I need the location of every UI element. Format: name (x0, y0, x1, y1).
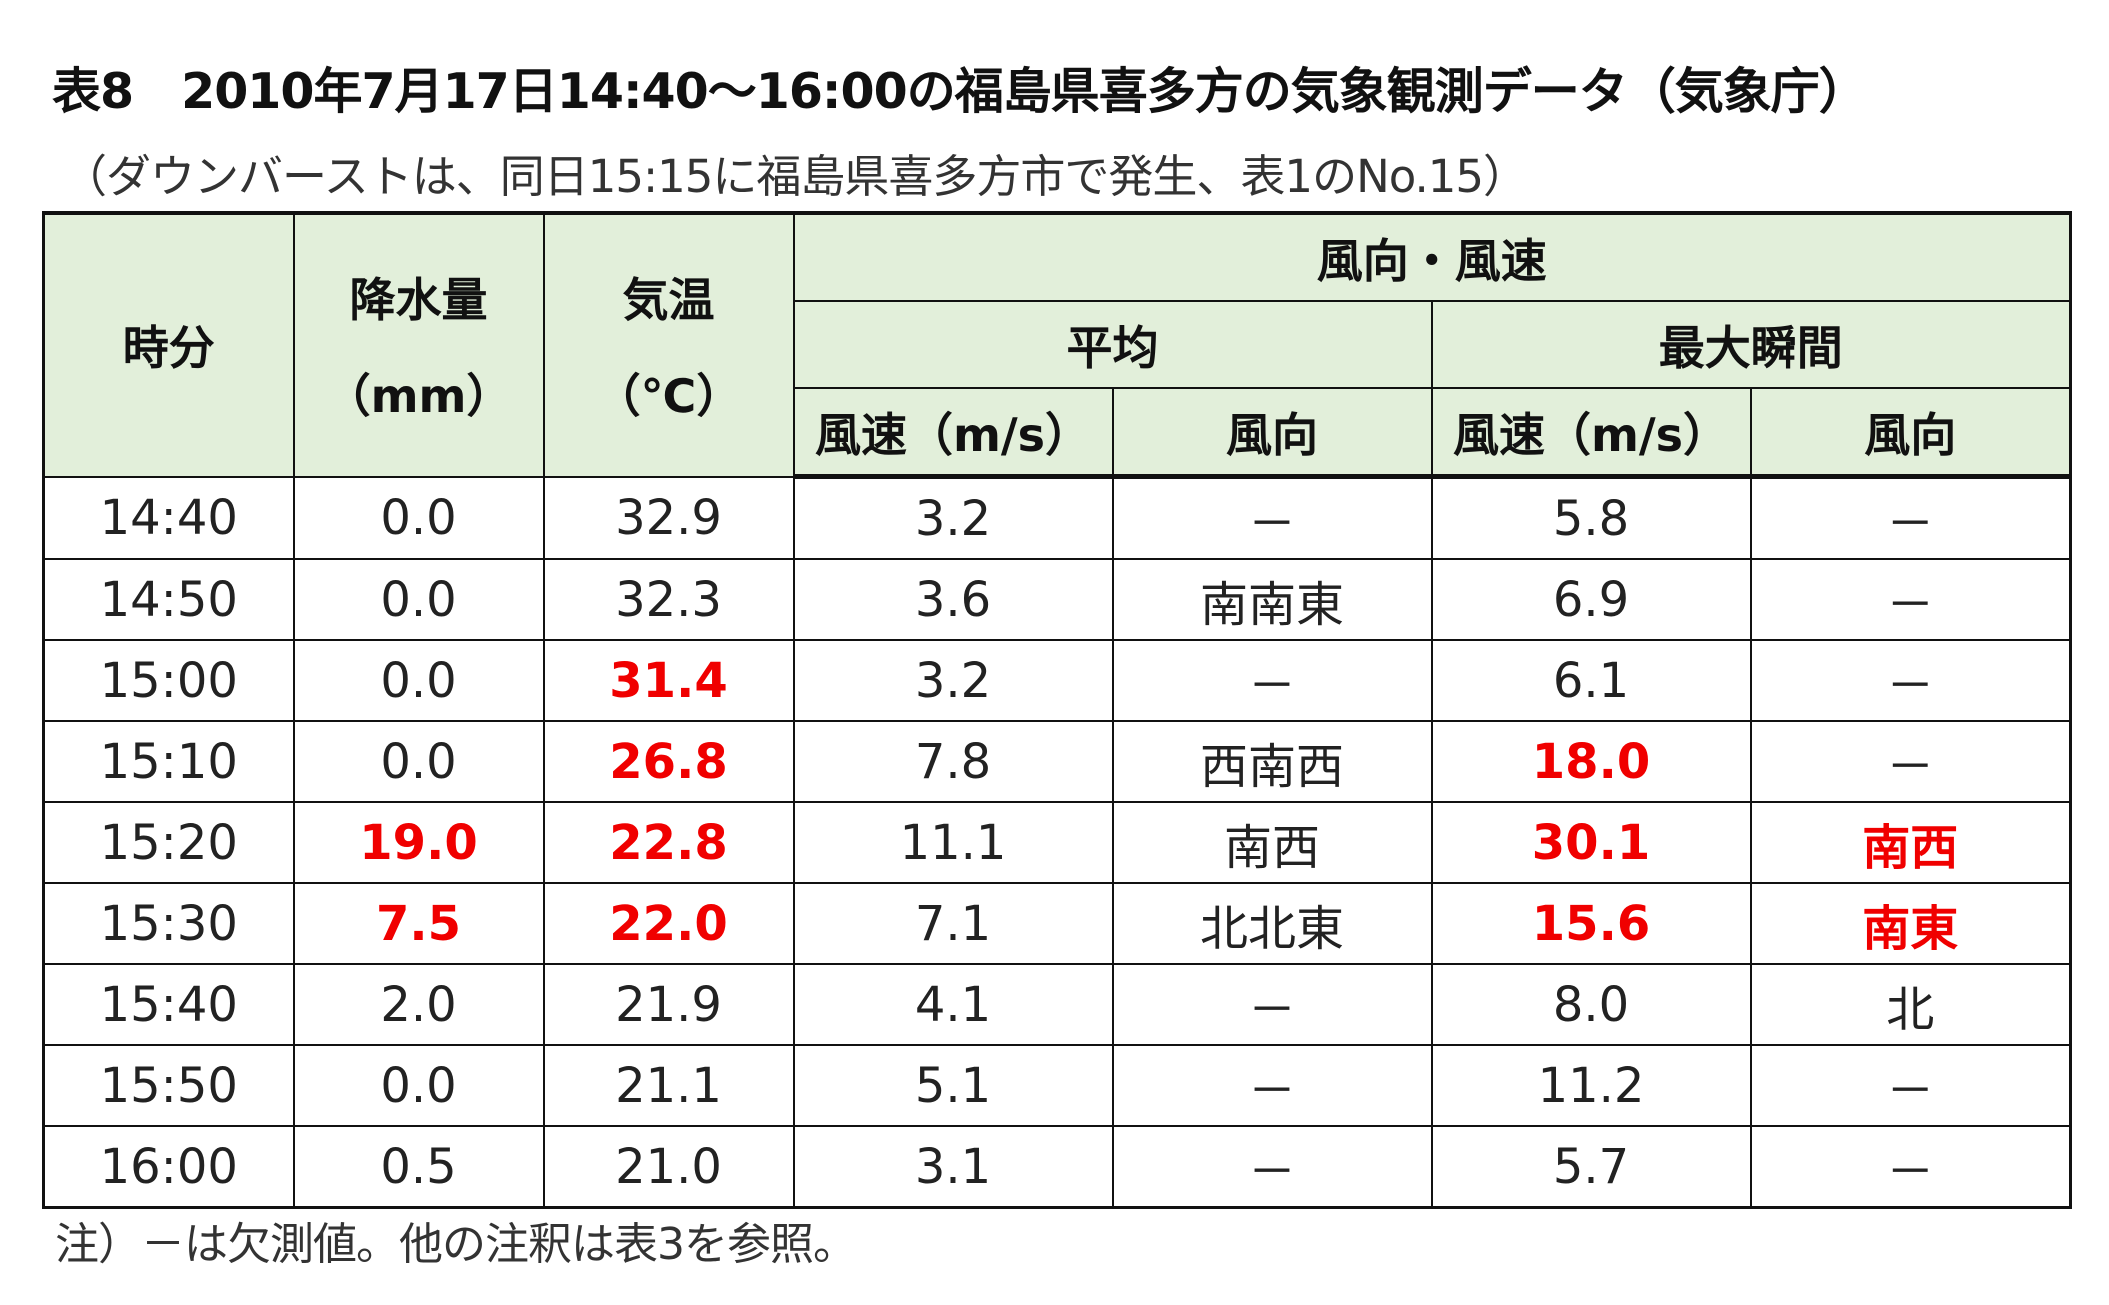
cell-avg-dir: － (1111, 963, 1433, 1046)
cell-max-speed: 11.2 (1430, 1044, 1752, 1127)
table-row: 15:10 0.0 26.8 7.8 西南西 18.0 － (42, 720, 2072, 803)
cell-time: 14:40 (42, 475, 295, 560)
cell-avg-speed: 3.6 (792, 558, 1114, 641)
cell-avg-speed: 3.1 (792, 1125, 1114, 1209)
cell-temp: 21.9 (542, 963, 795, 1046)
cell-avg-speed: 11.1 (792, 801, 1114, 884)
cell-max-dir: － (1749, 720, 2072, 803)
cell-avg-dir: － (1111, 475, 1433, 560)
cell-max-speed: 5.7 (1430, 1125, 1752, 1209)
table-row: 14:50 0.0 32.3 3.6 南南東 6.9 － (42, 558, 2072, 641)
header-temp-unit: （℃） (594, 369, 743, 424)
cell-max-dir: － (1749, 475, 2072, 560)
cell-avg-dir: － (1111, 1044, 1433, 1127)
cell-avg-dir: 南西 (1111, 801, 1433, 884)
cell-max-dir: 南東 (1749, 882, 2072, 965)
table-row: 14:40 0.0 32.9 3.2 － 5.8 － (42, 475, 2072, 560)
table-body: 14:40 0.0 32.9 3.2 － 5.8 － 14:50 0.0 32.3 3.6 南南東 6.… (42, 475, 2072, 1209)
cell-avg-speed: 3.2 (792, 639, 1114, 722)
cell-time: 15:00 (42, 639, 295, 722)
header-precip: 降水量 （mm） (292, 211, 545, 478)
header-avg: 平均 (792, 300, 1433, 389)
cell-avg-dir: 南南東 (1111, 558, 1433, 641)
cell-temp: 26.8 (542, 720, 795, 803)
table-title: 表8 2010年7月17日14:40～16:00の福島県喜多方の気象観測データ（… (52, 63, 1868, 120)
table-row: 15:00 0.0 31.4 3.2 － 6.1 － (42, 639, 2072, 722)
cell-avg-dir: 北北東 (1111, 882, 1433, 965)
cell-time: 15:50 (42, 1044, 295, 1127)
header-max-dir: 風向 (1749, 387, 2072, 479)
cell-max-speed: 30.1 (1430, 801, 1752, 884)
cell-avg-speed: 4.1 (792, 963, 1114, 1046)
header-avg-dir: 風向 (1111, 387, 1433, 479)
table-row: 15:50 0.0 21.1 5.1 － 11.2 － (42, 1044, 2072, 1127)
cell-max-speed: 6.9 (1430, 558, 1752, 641)
cell-temp: 22.0 (542, 882, 795, 965)
cell-precip: 19.0 (292, 801, 545, 884)
cell-time: 14:50 (42, 558, 295, 641)
header-avg-speed: 風速（m/s） (792, 387, 1114, 479)
cell-temp: 32.3 (542, 558, 795, 641)
cell-precip: 0.0 (292, 720, 545, 803)
cell-temp: 21.1 (542, 1044, 795, 1127)
header-max-speed: 風速（m/s） (1430, 387, 1752, 479)
cell-precip: 0.0 (292, 558, 545, 641)
cell-precip: 0.5 (292, 1125, 545, 1209)
cell-avg-dir: 西南西 (1111, 720, 1433, 803)
cell-temp: 32.9 (542, 475, 795, 560)
cell-avg-speed: 7.8 (792, 720, 1114, 803)
header-temp: 気温 （℃） (542, 211, 795, 478)
header-temp-label: 気温 (622, 273, 715, 328)
cell-max-dir: － (1749, 1125, 2072, 1209)
weather-observation-table: 時分 降水量 （mm） 気温 （℃） 風向・風速 平均 最大瞬間 風速（m/s） 風… (42, 211, 2072, 1209)
cell-time: 15:30 (42, 882, 295, 965)
cell-temp: 31.4 (542, 639, 795, 722)
cell-precip: 0.0 (292, 1044, 545, 1127)
cell-max-dir: 南西 (1749, 801, 2072, 884)
cell-max-dir: － (1749, 558, 2072, 641)
header-wind: 風向・風速 (792, 211, 2072, 302)
cell-avg-speed: 3.2 (792, 475, 1114, 560)
cell-max-dir: － (1749, 639, 2072, 722)
cell-time: 16:00 (42, 1125, 295, 1209)
header-precip-label: 降水量 (349, 273, 488, 328)
cell-precip: 0.0 (292, 475, 545, 560)
cell-avg-dir: － (1111, 639, 1433, 722)
table-row: 16:00 0.5 21.0 3.1 － 5.7 － (42, 1125, 2072, 1209)
table-note: 注）－は欠測値。他の注釈は表3を参照。 (55, 1219, 857, 1270)
table-row: 15:30 7.5 22.0 7.1 北北東 15.6 南東 (42, 882, 2072, 965)
cell-temp: 21.0 (542, 1125, 795, 1209)
cell-time: 15:10 (42, 720, 295, 803)
header-max: 最大瞬間 (1430, 300, 2072, 389)
header-precip-unit: （mm） (324, 369, 513, 424)
cell-avg-dir: － (1111, 1125, 1433, 1209)
cell-max-speed: 6.1 (1430, 639, 1752, 722)
cell-max-speed: 15.6 (1430, 882, 1752, 965)
cell-avg-speed: 7.1 (792, 882, 1114, 965)
table-row: 15:20 19.0 22.8 11.1 南西 30.1 南西 (42, 801, 2072, 884)
table-subtitle: （ダウンバーストは、同日15:15に福島県喜多方市で発生、表1のNo.15） (62, 150, 1528, 203)
cell-max-dir: － (1749, 1044, 2072, 1127)
cell-max-speed: 5.8 (1430, 475, 1752, 560)
cell-max-speed: 8.0 (1430, 963, 1752, 1046)
cell-avg-speed: 5.1 (792, 1044, 1114, 1127)
cell-temp: 22.8 (542, 801, 795, 884)
table-row: 15:40 2.0 21.9 4.1 － 8.0 北 (42, 963, 2072, 1046)
cell-time: 15:40 (42, 963, 295, 1046)
cell-max-dir: 北 (1749, 963, 2072, 1046)
cell-precip: 2.0 (292, 963, 545, 1046)
cell-time: 15:20 (42, 801, 295, 884)
cell-precip: 7.5 (292, 882, 545, 965)
cell-precip: 0.0 (292, 639, 545, 722)
header-time: 時分 (42, 211, 295, 478)
cell-max-speed: 18.0 (1430, 720, 1752, 803)
